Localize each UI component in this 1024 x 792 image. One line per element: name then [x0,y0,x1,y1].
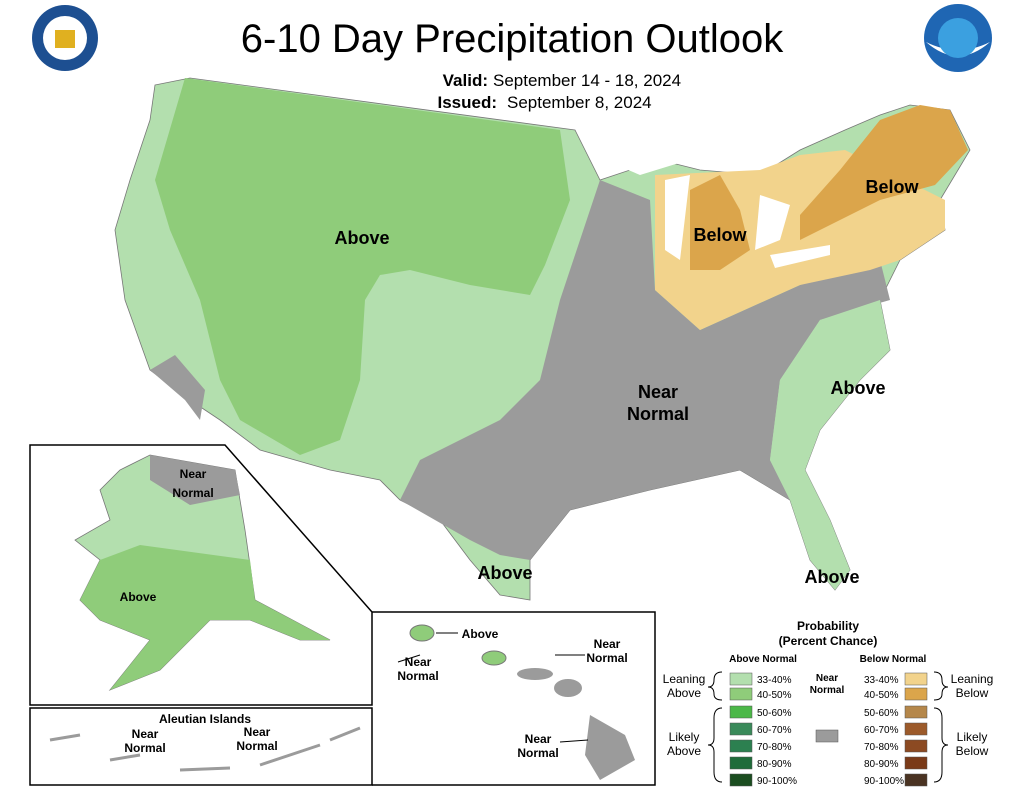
legend-swatch [904,722,928,736]
legend-label: 80-90% [757,759,792,770]
legend-label: 50-60% [864,708,899,719]
legend-swatch [729,722,753,736]
legend-swatch [904,773,928,787]
group-label: Leaning Below [951,672,994,700]
region-label: Above [120,590,157,604]
region-label: Near Normal [124,727,165,755]
legend-label: 33-40% [757,675,792,686]
legend-subtitle: (Percent Chance) [779,634,878,648]
legend-swatch [815,729,839,743]
region-label: Above [804,567,859,587]
valid-label: Valid: [443,71,488,90]
legend-label: 70-80% [864,742,899,753]
region-label: Below [693,225,747,245]
legend-swatch [904,687,928,701]
region-label: Near Normal [517,732,558,760]
region-label: Near Normal [172,467,213,500]
map-labels: Above Below Below Near Normal Above Above… [120,177,920,760]
region-label: Above [477,563,532,583]
issued-date: September 8, 2024 [507,93,652,112]
legend-label: 70-80% [757,742,792,753]
legend-swatch [904,756,928,770]
legend-title: Probability [797,619,859,633]
legend-label: 90-100% [757,776,797,787]
legend-swatch [904,739,928,753]
group-label: Likely Below [956,730,989,758]
legend-swatch [904,705,928,719]
legend-label: 60-70% [864,725,899,736]
region-label: Below [865,177,919,197]
aleutian-title: Aleutian Islands [159,712,251,726]
region-label: Near Normal [627,382,689,424]
legend-swatch [904,672,928,686]
legend-swatch [729,773,753,787]
alaska-inset [29,444,373,706]
near-label: Near Normal [810,673,845,696]
issued-label: Issued: [437,93,497,112]
legend: Probability (Percent Chance) Above Norma… [663,619,994,787]
legend-swatch [729,687,753,701]
region-label: Above [462,627,499,641]
logo-noaa [924,4,992,72]
hawaii-inset [372,611,656,786]
legend-label: 40-50% [757,690,792,701]
legend-label: 40-50% [864,690,899,701]
below-title: Below Normal [860,654,927,665]
legend-braces [707,671,949,783]
group-label: Likely Above [667,730,701,758]
region-label: Near Normal [397,655,438,683]
legend-swatch [729,672,753,686]
region-label: Above [334,228,389,248]
legend-label: 60-70% [757,725,792,736]
legend-label: 80-90% [864,759,899,770]
valid-dates: September 14 - 18, 2024 [493,71,681,90]
legend-swatch [729,705,753,719]
region-label: Above [830,378,885,398]
title: 6-10 Day Precipitation Outlook [241,17,785,61]
region-label: Near Normal [236,725,277,753]
legend-swatch [729,739,753,753]
legend-label: 50-60% [757,708,792,719]
legend-label: 90-100% [864,776,904,787]
logo-commerce [32,5,98,71]
above-title: Above Normal [729,654,797,665]
region-label: Near Normal [586,637,627,665]
legend-label: 33-40% [864,675,899,686]
legend-swatch [729,756,753,770]
group-label: Leaning Above [663,672,706,700]
conus [114,77,971,601]
aleutian-inset [29,707,373,786]
